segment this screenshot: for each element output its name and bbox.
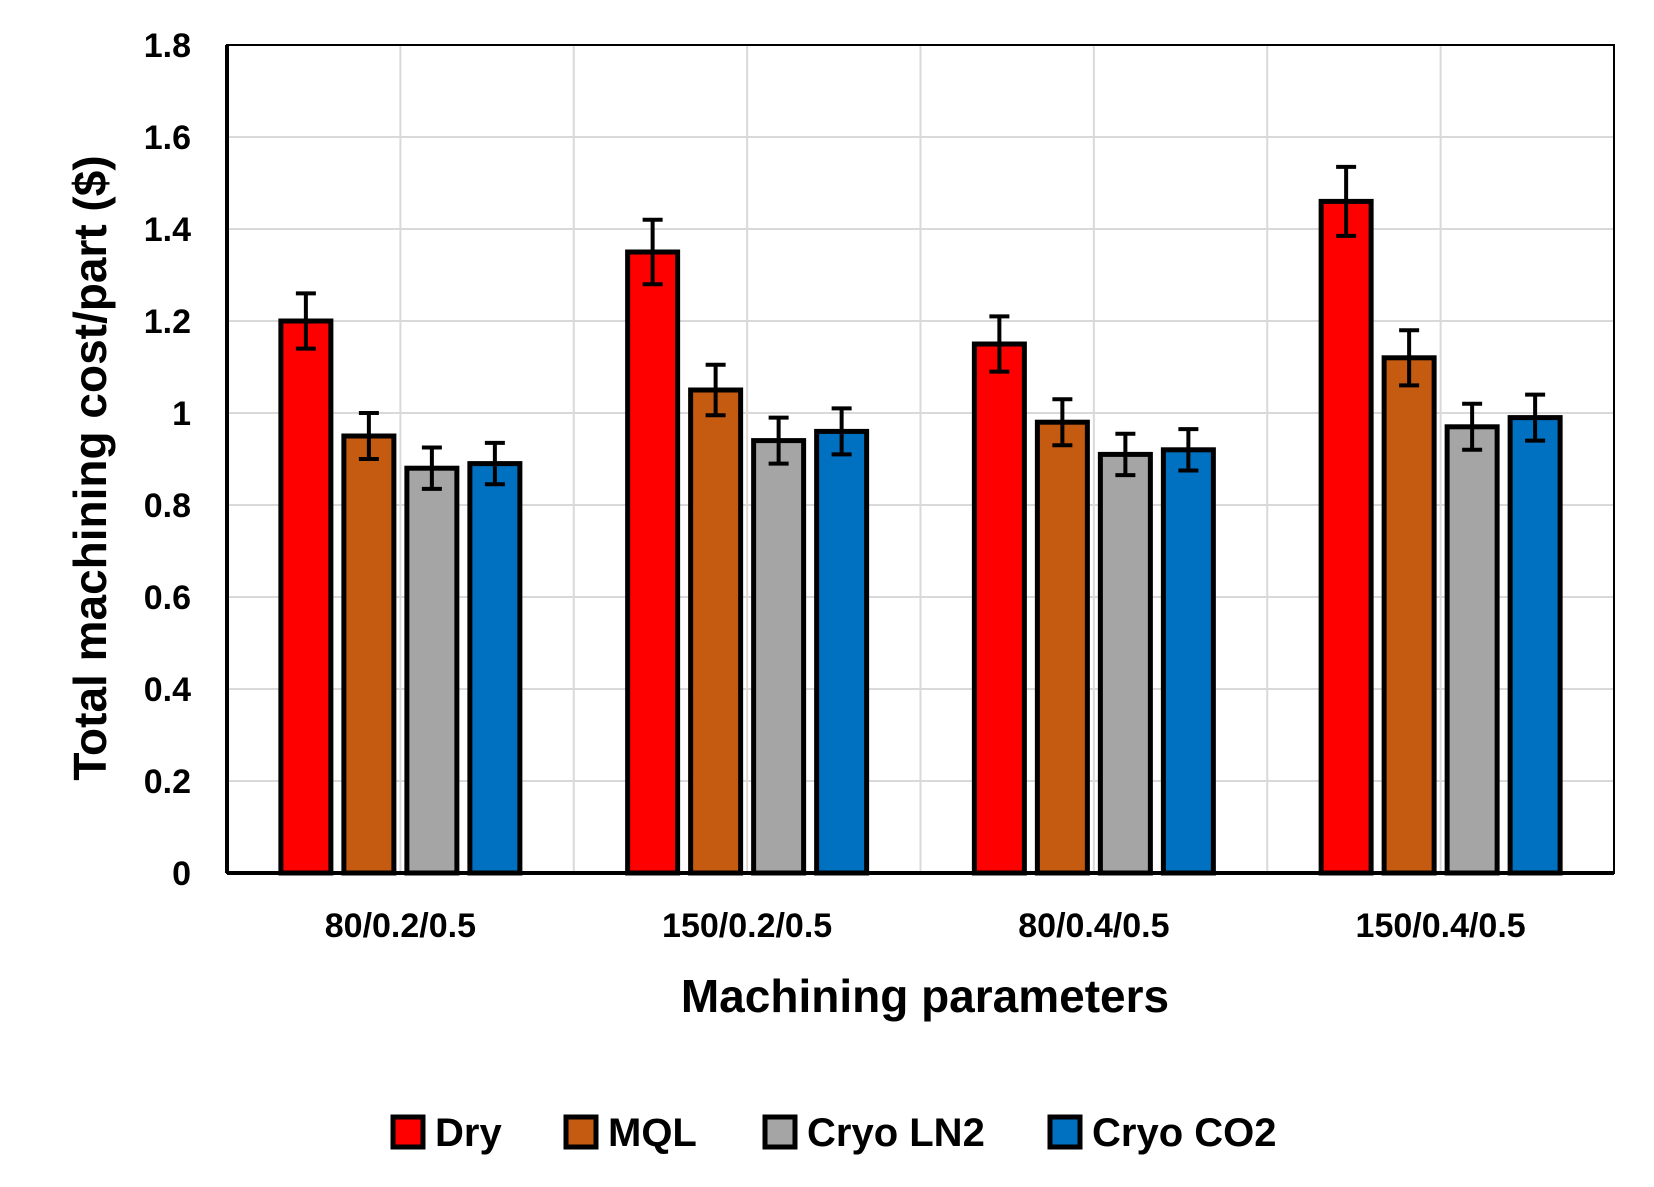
legend-item-dry: Dry [390, 1111, 502, 1155]
y-tick-label: 0.4 [144, 671, 191, 709]
error-bar [705, 362, 726, 418]
axes [225, 44, 1615, 875]
error-bar [1462, 401, 1483, 452]
legend-swatch [390, 1114, 426, 1150]
legend-item-mql: MQL [563, 1111, 697, 1155]
error-bar [1525, 392, 1546, 443]
x-tick-label: 80/0.2/0.5 [325, 907, 476, 945]
legend-item-cryo-ln2: Cryo LN2 [762, 1111, 985, 1155]
legend-swatch [1047, 1114, 1083, 1150]
error-bar [421, 445, 442, 491]
error-bar [295, 291, 316, 351]
y-tick-label: 0.8 [144, 487, 191, 525]
bar-cryo-ln2 [1097, 451, 1153, 876]
bar-cryo-co2 [1507, 415, 1563, 876]
bar-mql [341, 433, 397, 876]
legend-item-cryo-co2: Cryo CO2 [1047, 1111, 1277, 1155]
bar-dry [278, 318, 334, 876]
y-tick-label: 0.2 [144, 763, 191, 801]
bar-mql [688, 387, 744, 876]
error-bar [484, 440, 505, 487]
bar-mql [1381, 355, 1437, 876]
y-tick-label: 1 [172, 395, 191, 433]
legend-label: MQL [608, 1111, 697, 1155]
bar-cryo-ln2 [751, 438, 807, 876]
y-tick-label: 1.4 [144, 211, 191, 249]
bar-cryo-co2 [1160, 447, 1216, 876]
bar-mql [1034, 419, 1090, 876]
error-bar [642, 217, 663, 287]
legend-swatch [563, 1114, 599, 1150]
bar-dry [971, 341, 1027, 876]
y-tick-label: 1.8 [144, 27, 191, 65]
legend-swatch [762, 1114, 798, 1150]
bar-dry [1318, 198, 1374, 876]
x-tick-label: 150/0.2/0.5 [662, 907, 832, 945]
y-tick-labels: 0 0.2 0.4 0.6 0.8 1 1.2 1.4 1.6 1.8 [144, 27, 191, 893]
legend: Dry MQL Cryo LN2 Cryo CO2 [390, 1111, 1277, 1155]
y-axis-title: Total machining cost/part ($) [64, 155, 116, 780]
error-bar [1399, 328, 1420, 388]
legend-label: Dry [435, 1111, 502, 1155]
error-bar [1052, 397, 1073, 448]
x-axis-title: Machining parameters [681, 970, 1169, 1022]
bar-dry [625, 249, 681, 876]
error-bar [989, 314, 1010, 374]
y-tick-label: 0 [172, 855, 191, 893]
error-bar [1336, 164, 1357, 238]
error-bar [831, 406, 852, 457]
x-tick-labels: 80/0.2/0.5 150/0.2/0.5 80/0.4/0.5 150/0.4/0… [325, 907, 1526, 945]
error-bar [1115, 431, 1136, 478]
bar-cryo-ln2 [1444, 424, 1500, 876]
x-tick-label: 80/0.4/0.5 [1018, 907, 1169, 945]
legend-label: Cryo LN2 [807, 1111, 985, 1155]
error-bar [768, 415, 789, 466]
legend-label: Cryo CO2 [1092, 1111, 1277, 1155]
bar-cryo-co2 [814, 428, 870, 876]
x-tick-label: 150/0.4/0.5 [1356, 907, 1526, 945]
y-tick-label: 1.2 [144, 303, 191, 341]
bar-cryo-ln2 [404, 465, 460, 876]
error-bar [1178, 427, 1199, 473]
y-tick-label: 0.6 [144, 579, 191, 617]
error-bar [358, 411, 379, 461]
bar-cryo-co2 [467, 461, 523, 876]
y-tick-label: 1.6 [144, 119, 191, 157]
